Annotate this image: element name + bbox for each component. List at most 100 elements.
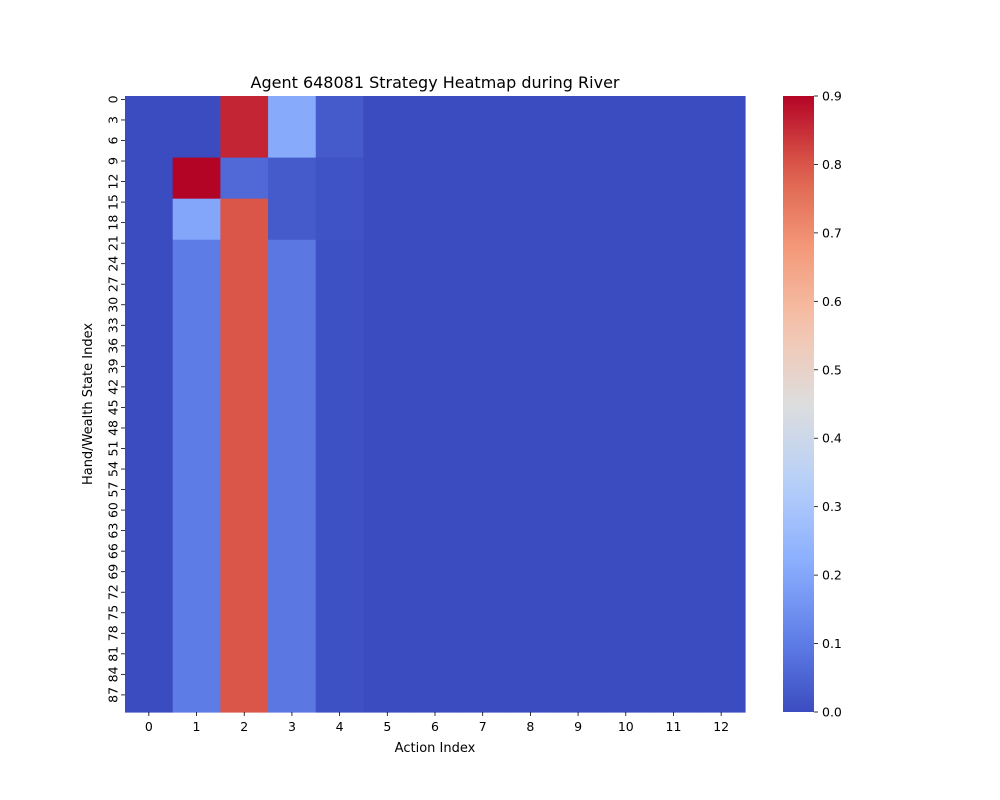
heatmap-cell-g0-c6 <box>411 96 460 159</box>
y-axis-label: Hand/Wealth State Index <box>81 323 96 485</box>
heatmap-cell-g1-c10 <box>601 157 651 200</box>
colorbar-tick-label: 0.8 <box>822 157 842 172</box>
heatmap-cell-g2-c2 <box>220 198 269 241</box>
y-axis-ticks: 0369121518212427303336394245485154576063… <box>105 95 125 703</box>
heatmap-cell-g2-c8 <box>506 198 555 241</box>
heatmap-cell-g3-c1 <box>172 239 221 713</box>
heatmap-cell-g2-c6 <box>411 198 460 241</box>
y-tick-label: 66 <box>105 543 120 559</box>
heatmap-cell-g2-c5 <box>363 198 412 241</box>
heatmap-cell-g2-c3 <box>268 198 317 241</box>
y-tick-label: 24 <box>105 256 120 272</box>
colorbar-tick-label: 0.7 <box>822 225 842 240</box>
y-tick-label: 84 <box>105 666 120 682</box>
heatmap-cell-g3-c12 <box>697 239 746 713</box>
heatmap-cell-g0-c12 <box>697 96 746 159</box>
heatmap-cell-g0-c2 <box>220 96 269 159</box>
y-tick-label: 87 <box>105 687 120 703</box>
heatmap-cell-g0-c9 <box>554 96 603 159</box>
heatmap-cell-g1-c0 <box>125 157 174 200</box>
heatmap-cell-g1-c6 <box>411 157 460 200</box>
heatmap-cell-g0-c8 <box>506 96 555 159</box>
heatmap-cell-g2-c12 <box>697 198 746 241</box>
colorbar-tick-label: 0.3 <box>822 499 842 514</box>
y-tick-label: 51 <box>105 441 120 457</box>
y-tick-label: 54 <box>106 461 121 477</box>
y-tick-label: 30 <box>105 297 120 313</box>
y-tick-label: 21 <box>105 235 120 251</box>
colorbar <box>783 96 814 712</box>
x-tick-label: 2 <box>240 719 248 734</box>
y-tick-label: 6 <box>105 136 120 144</box>
x-axis-label: Action Index <box>395 741 476 756</box>
heatmap-cell-g3-c10 <box>601 239 651 713</box>
x-tick-label: 1 <box>193 719 201 734</box>
y-tick-label: 69 <box>105 564 120 580</box>
heatmap-cell-g3-c0 <box>125 239 174 713</box>
heatmap-cell-g1-c1 <box>172 157 221 200</box>
y-tick-label: 48 <box>105 420 120 436</box>
heatmap-cell-g0-c1 <box>172 96 221 159</box>
heatmap-cell-g0-c0 <box>125 96 174 159</box>
y-tick-label: 18 <box>106 215 121 231</box>
heatmap-cell-g1-c5 <box>363 157 412 200</box>
heatmap-cell-g1-c11 <box>649 157 698 200</box>
y-tick-label: 60 <box>105 502 120 518</box>
colorbar-tick-label: 0.4 <box>822 431 842 446</box>
heatmap-cell-g3-c3 <box>268 239 317 713</box>
y-tick-label: 45 <box>106 399 121 415</box>
y-tick-label: 78 <box>105 625 120 641</box>
x-tick-label: 5 <box>383 719 391 734</box>
heatmap-cell-g1-c2 <box>220 157 269 200</box>
y-tick-label: 36 <box>106 338 121 354</box>
y-tick-label: 15 <box>105 194 120 210</box>
y-tick-label: 63 <box>106 523 121 539</box>
heatmap-cell-g1-c12 <box>697 157 746 200</box>
heatmap-cell-g2-c1 <box>172 198 221 241</box>
heatmap-cell-g0-c7 <box>458 96 508 159</box>
x-tick-label: 12 <box>713 719 729 734</box>
colorbar-tick-label: 0.6 <box>822 294 842 309</box>
x-tick-label: 3 <box>288 719 296 734</box>
colorbar-tick-label: 0.2 <box>822 568 842 583</box>
heatmap-cell-g3-c9 <box>554 239 603 713</box>
heatmap-cell-g3-c2 <box>220 239 269 713</box>
colorbar-tick-label: 0.9 <box>822 89 842 104</box>
chart-title: Agent 648081 Strategy Heatmap during Riv… <box>251 73 620 92</box>
heatmap-cells <box>125 96 746 713</box>
colorbar-ticks: 0.0 0.1 0.2 0.3 0.4 0.5 0.6 0.7 0.8 0.9 <box>814 89 842 720</box>
heatmap-cell-g0-c10 <box>601 96 651 159</box>
colorbar-tick-label: 0.1 <box>822 636 842 651</box>
x-tick-label: 11 <box>666 719 682 734</box>
x-tick-label: 8 <box>526 719 534 734</box>
heatmap-cell-g3-c8 <box>506 239 555 713</box>
x-tick-label: 7 <box>479 719 487 734</box>
colorbar-tick-label: 0.5 <box>822 362 842 377</box>
heatmap-cell-g2-c4 <box>315 198 365 241</box>
heatmap-cell-g3-c11 <box>649 239 698 713</box>
heatmap-cell-g1-c3 <box>268 157 317 200</box>
y-tick-label: 27 <box>106 276 121 292</box>
y-tick-label: 33 <box>105 317 120 333</box>
y-tick-label: 42 <box>105 379 120 395</box>
y-tick-label: 12 <box>105 174 120 190</box>
heatmap-cell-g2-c9 <box>554 198 603 241</box>
y-tick-label: 0 <box>106 95 121 103</box>
y-tick-label: 39 <box>105 358 120 374</box>
heatmap-cell-g3-c6 <box>411 239 460 713</box>
x-tick-label: 4 <box>336 719 344 734</box>
y-tick-label: 9 <box>106 157 121 165</box>
heatmap-cell-g2-c10 <box>601 198 651 241</box>
heatmap-cell-g0-c4 <box>315 96 365 159</box>
y-tick-label: 72 <box>106 584 121 600</box>
x-tick-label: 9 <box>574 719 582 734</box>
heatmap-cell-g1-c7 <box>458 157 508 200</box>
heatmap-cell-g2-c7 <box>458 198 508 241</box>
heatmap-cell-g0-c5 <box>363 96 412 159</box>
y-tick-label: 81 <box>106 646 121 662</box>
y-tick-label: 3 <box>105 116 120 124</box>
heatmap-cell-g1-c8 <box>506 157 555 200</box>
x-tick-label: 6 <box>431 719 439 734</box>
colorbar-tick-label: 0.0 <box>822 705 842 720</box>
